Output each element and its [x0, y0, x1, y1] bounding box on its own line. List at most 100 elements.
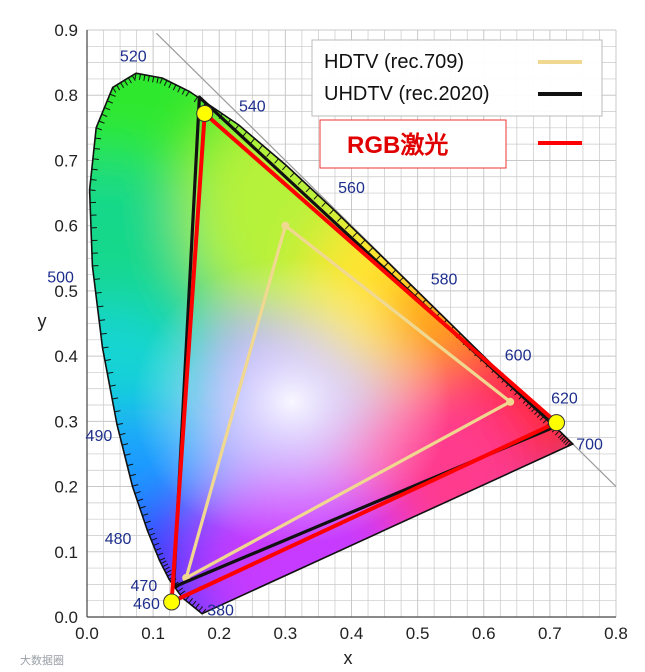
locus-tick [142, 513, 149, 517]
locus-tick [144, 520, 151, 524]
locus-tick [344, 224, 350, 230]
locus-tick [156, 77, 159, 84]
wavelength-label: 520 [120, 48, 147, 65]
locus-tick [266, 151, 271, 157]
locus-tick [147, 75, 150, 82]
gamut-triangle-0 [184, 224, 512, 580]
y-tick-label: 0.7 [54, 151, 78, 170]
locus-tick [165, 569, 172, 574]
locus-tick [149, 532, 156, 536]
locus-tick [193, 96, 198, 103]
locus-tick [191, 600, 197, 606]
locus-tick [563, 438, 568, 444]
wavelength-label: 600 [505, 348, 532, 365]
locus-tick [281, 165, 287, 171]
locus-tick [360, 239, 366, 245]
locus-tick [131, 75, 136, 81]
locus-tick [250, 138, 256, 144]
locus-tick [92, 158, 99, 160]
watermark-text: 大数据圈 [20, 653, 64, 667]
rec709-vertex [506, 397, 515, 406]
locus-tick [129, 473, 136, 477]
wavelength-label: 490 [86, 428, 113, 445]
locus-tick [198, 606, 203, 612]
x-tick-label: 0.1 [141, 624, 165, 643]
locus-tick [119, 432, 126, 436]
locus-tick [159, 77, 163, 84]
locus-tick [132, 484, 139, 487]
locus-tick [188, 598, 194, 604]
primary-marker [196, 104, 214, 122]
x-tick-label: 0.5 [406, 624, 430, 643]
wavelength-label: 560 [338, 180, 365, 197]
locus-tick [559, 435, 565, 441]
locus-tick [163, 80, 168, 86]
primary-markers [163, 104, 565, 611]
locus-tick [368, 247, 374, 253]
locus-tick [95, 291, 102, 294]
locus-tick [329, 209, 335, 215]
y-tick-label: 0.1 [54, 543, 78, 562]
wavelength-label: 620 [551, 391, 578, 408]
locus-tick [97, 305, 104, 308]
legend-box [311, 39, 603, 117]
locus-tick [177, 587, 183, 592]
y-tick-label: 0.5 [54, 282, 78, 301]
locus-tick [107, 371, 114, 374]
locus-tick [147, 528, 154, 531]
locus-tick [152, 76, 155, 83]
y-tick-label: 0.2 [54, 478, 78, 497]
y-tick-label: 0.6 [54, 217, 78, 236]
locus-tick [179, 590, 186, 595]
locus-tick [100, 332, 107, 335]
y-tick-label: 0.9 [54, 21, 78, 40]
locus-tick [127, 463, 134, 467]
locus-tick [123, 80, 128, 86]
locus-tick [116, 422, 124, 426]
locus-tick [101, 113, 108, 118]
locus-tick [376, 254, 382, 260]
locus-tick [94, 278, 101, 281]
locus-tick [143, 74, 146, 81]
locus-tick [98, 120, 105, 124]
locus-tick [112, 87, 117, 93]
wavelength-label: 380 [207, 603, 234, 620]
gamut-triangles [169, 95, 559, 604]
axes: 0.0 0.1 0.2 0.3 0.4 0.5 0.6 0.7 0.8 0.0 0.1 0.2 0.3 0… [54, 21, 627, 643]
x-tick-label: 0.7 [538, 624, 562, 643]
wavelength-label: 500 [47, 269, 74, 286]
locus-tick [177, 86, 181, 93]
locus-tick [114, 410, 121, 413]
locus-tick [164, 566, 170, 571]
locus-tick [564, 440, 570, 446]
locus-tick [127, 77, 132, 84]
gamut-triangle-2 [169, 111, 559, 604]
locus-tick [289, 172, 295, 178]
locus-tick [159, 557, 166, 561]
locus-tick [557, 433, 563, 439]
locus-tick [352, 232, 358, 238]
wavelength-label: 460 [133, 596, 160, 613]
gamut-triangle-1 [172, 95, 557, 589]
locus-tick [160, 560, 167, 564]
locus-tick [134, 491, 141, 494]
locus-tick [242, 131, 248, 137]
primary-marker [547, 414, 565, 432]
y-axis-title: y [38, 311, 47, 331]
locus-tick [566, 441, 572, 447]
locus-tick [96, 127, 102, 131]
locus-tick [116, 84, 121, 91]
y-tick-label: 0.8 [54, 86, 78, 105]
rec709-vertex [281, 221, 290, 230]
locus-tick [151, 537, 158, 541]
locus-tick [383, 262, 389, 268]
x-axis-title: x [344, 648, 353, 668]
x-tick-label: 0.8 [604, 624, 628, 643]
x-tick-label: 0.3 [274, 624, 298, 643]
locus-tick [104, 107, 111, 111]
locus-tick [134, 73, 137, 80]
locus-tick [120, 82, 125, 89]
